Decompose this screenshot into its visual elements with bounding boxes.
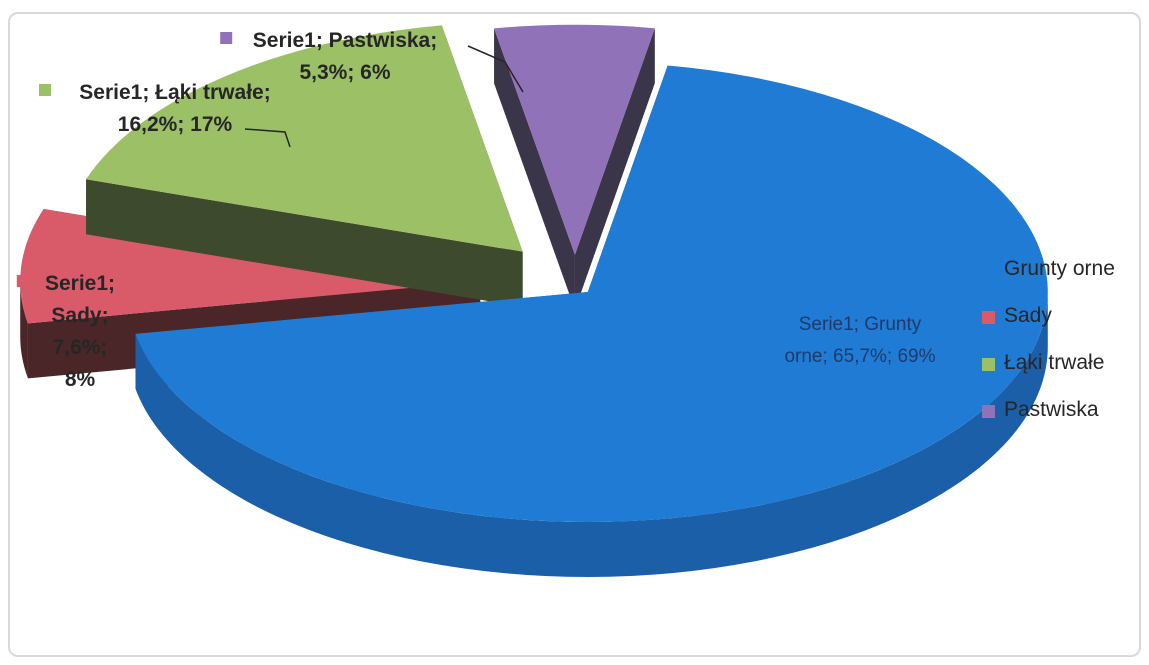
legend: Grunty orne Sady Łąki trwałe Pastwiska [982,257,1115,421]
data-label-line: Sady; [51,304,108,327]
data-label-pastwiska: Serie1; Pastwiska; 5,3%; 6% [220,29,437,84]
legend-label-pastwiska: Pastwiska [1004,398,1099,421]
data-label-line: 8% [65,368,96,391]
slice-pastwiska [494,24,655,310]
legend-label-grunty-orne: Grunty orne [1004,257,1115,280]
data-label-line: Serie1; [45,272,115,295]
data-label-line: Serie1; Łąki trwałe; [79,81,270,104]
leader-line [244,128,291,148]
data-label-sady: Serie1; Sady; 7,6%; 8% [16,272,115,391]
leader-line [467,45,524,93]
data-label-line: Serie1; Grunty [799,314,922,335]
data-label-line: Serie1; Pastwiska; [253,29,437,52]
data-label-marker [16,275,29,287]
legend-swatch-pastwiska [982,405,995,418]
data-label-marker [39,84,51,96]
legend-swatch-sady [982,311,995,324]
slice-laki-trwale [86,25,523,307]
legend-swatch-grunty-orne [982,264,995,277]
data-label-line: 7,6%; [53,336,108,359]
slice-grunty-orne [135,65,1048,577]
data-label-grunty-orne: Serie1; Grunty orne; 65,7%; 69% [784,314,935,367]
data-label-line: 16,2%; 17% [118,113,233,136]
data-label-laki-trwale: Serie1; Łąki trwałe; 16,2%; 17% [39,81,271,136]
data-label-line: orne; 65,7%; 69% [784,346,935,367]
data-label-line: 5,3%; 6% [299,61,390,84]
legend-swatch-laki-trwale [982,358,995,371]
legend-label-sady: Sady [1004,304,1052,327]
data-label-marker [220,32,233,44]
legend-label-laki-trwale: Łąki trwałe [1004,351,1104,374]
